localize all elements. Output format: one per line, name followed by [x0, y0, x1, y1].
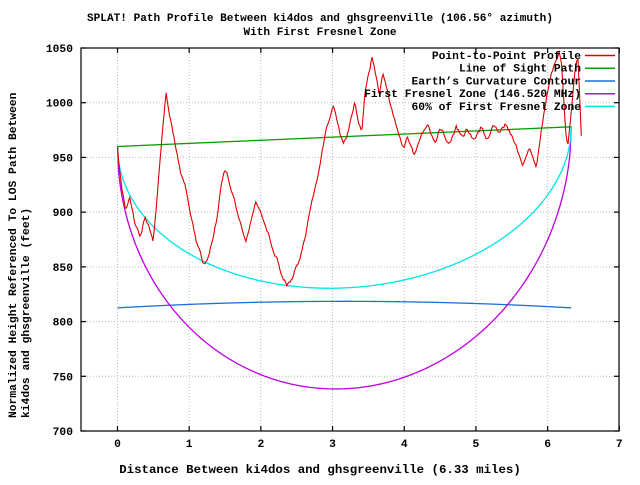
svg-text:900: 900 [53, 208, 74, 220]
svg-text:7: 7 [616, 439, 623, 451]
svg-text:800: 800 [53, 318, 74, 330]
svg-text:1000: 1000 [46, 99, 73, 111]
svg-text:4: 4 [401, 439, 408, 451]
svg-text:3: 3 [329, 439, 336, 451]
svg-text:First Fresnel Zone (146.520 MH: First Fresnel Zone (146.520 MHz) [364, 89, 581, 101]
svg-text:Earth’s Curvature Contour: Earth’s Curvature Contour [412, 76, 581, 88]
svg-text:0: 0 [114, 439, 121, 451]
svg-text:750: 750 [53, 372, 74, 384]
svg-text:5: 5 [473, 439, 480, 451]
svg-text:1050: 1050 [46, 44, 73, 56]
svg-text:1: 1 [186, 439, 193, 451]
svg-text:60% of First Fresnel Zone: 60% of First Fresnel Zone [412, 102, 582, 114]
svg-text:6: 6 [544, 439, 551, 451]
svg-text:Point-to-Point Profile: Point-to-Point Profile [432, 51, 581, 63]
svg-text:700: 700 [53, 427, 74, 439]
svg-text:2: 2 [257, 439, 264, 451]
svg-text:Line of Sight Path: Line of Sight Path [459, 64, 581, 76]
svg-text:850: 850 [53, 263, 74, 275]
svg-text:950: 950 [53, 153, 74, 165]
